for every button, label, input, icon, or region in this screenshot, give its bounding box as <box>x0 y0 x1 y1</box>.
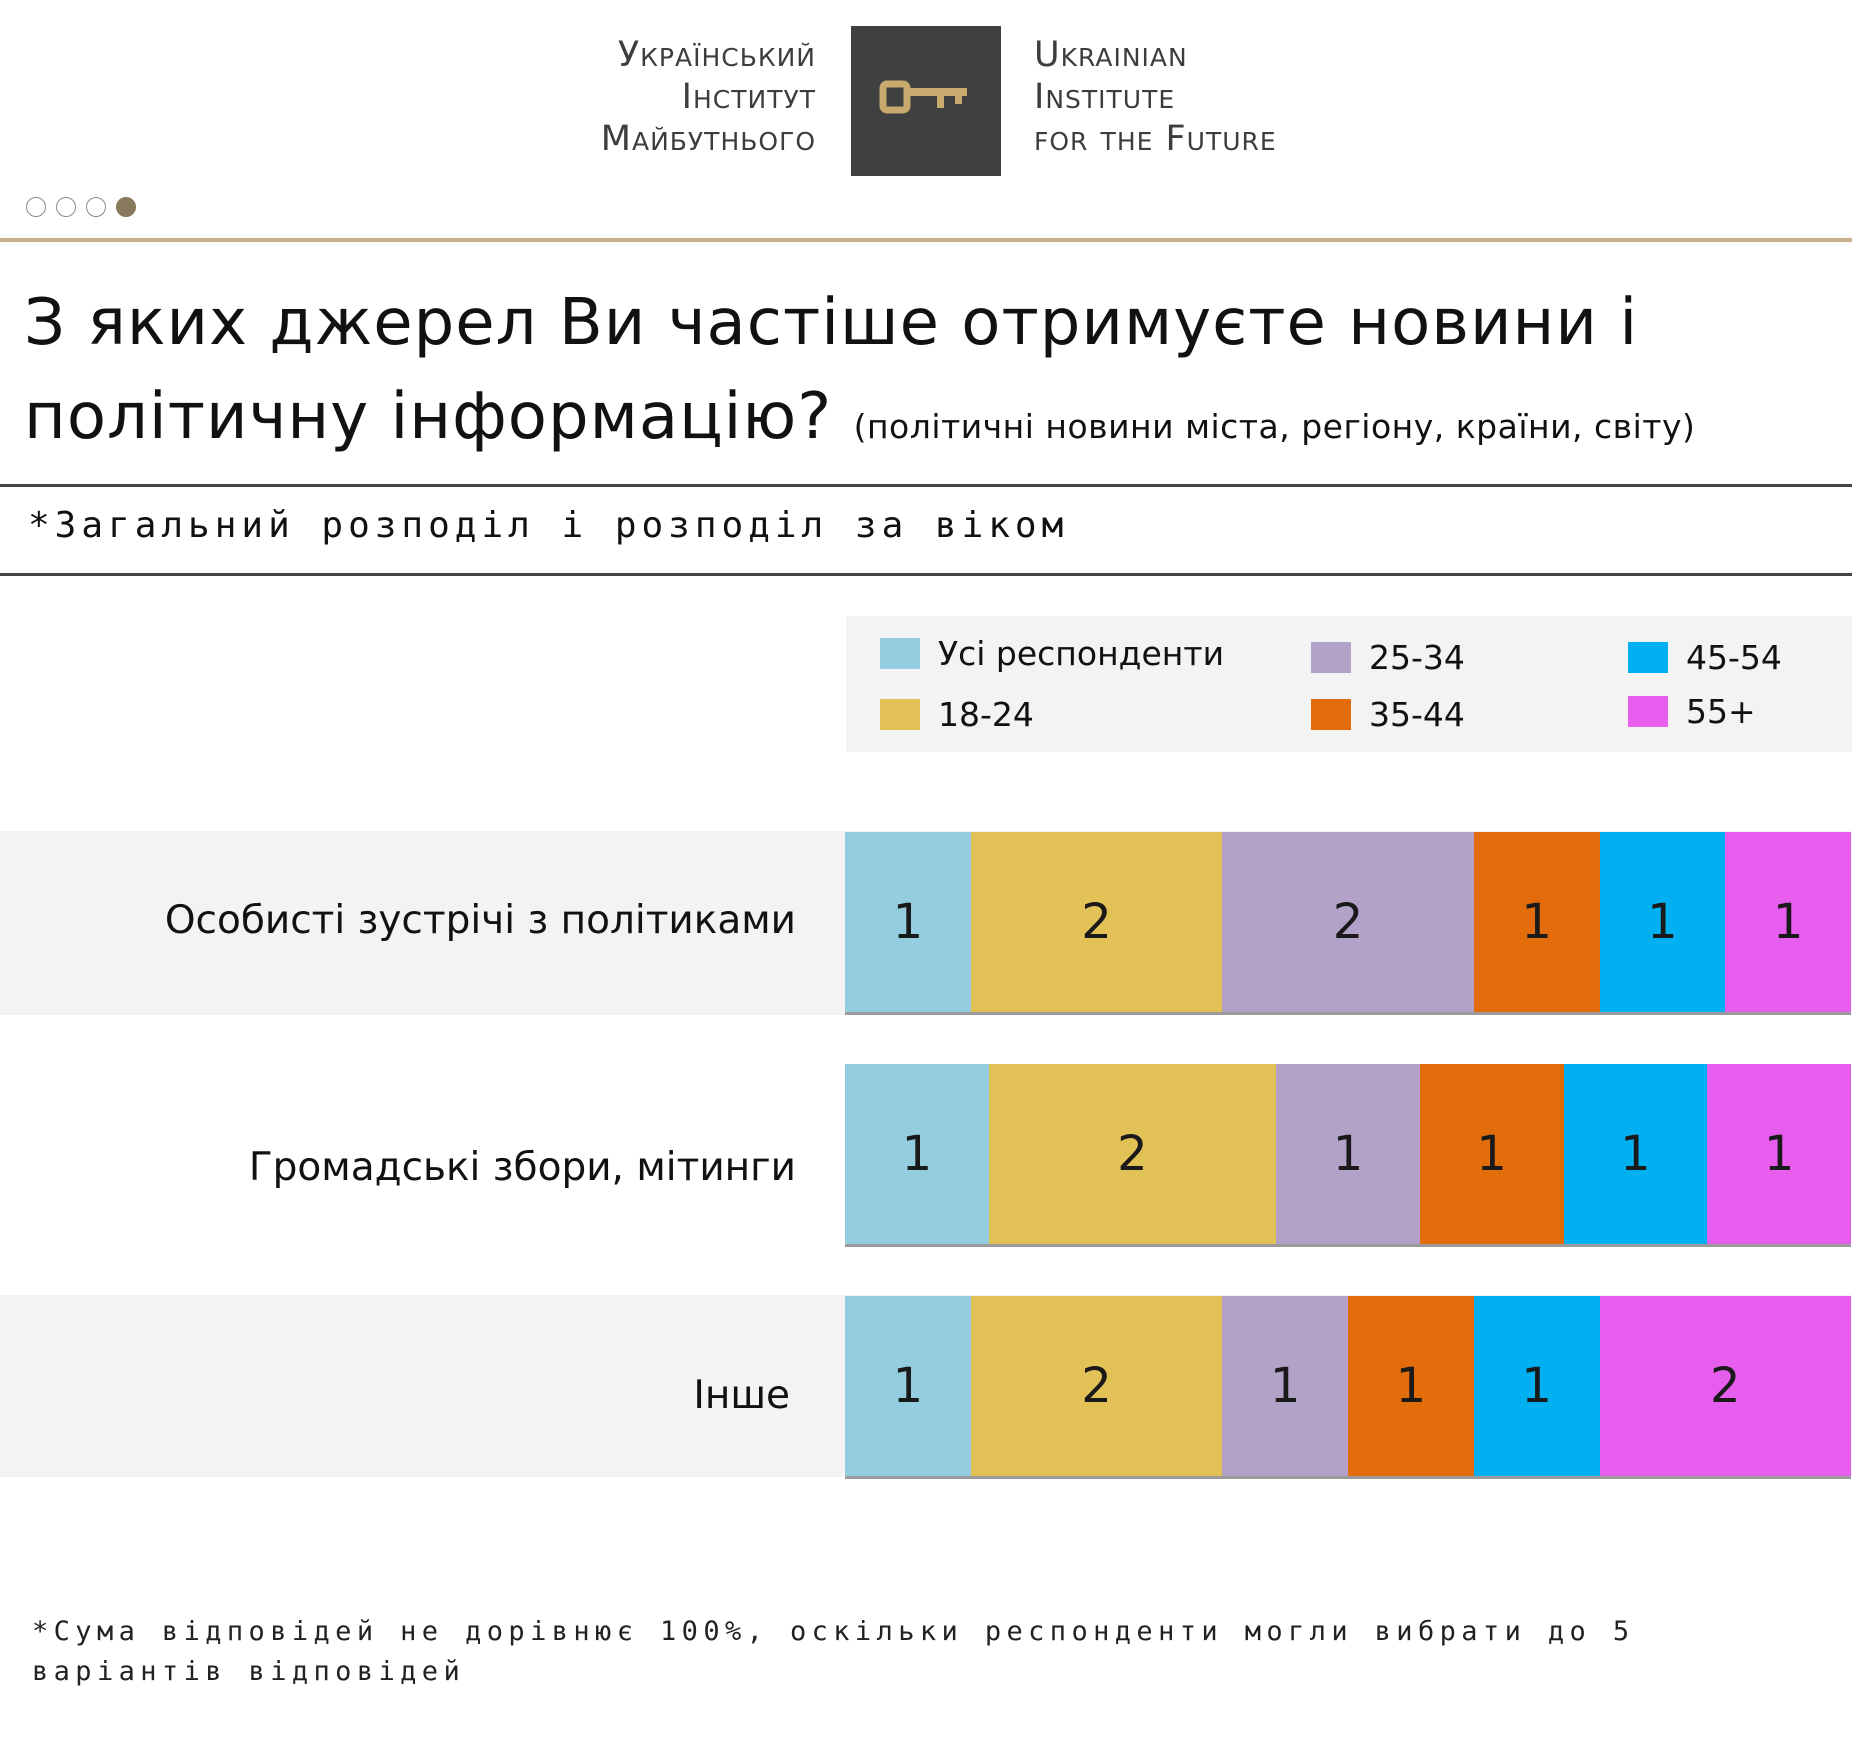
bar-shadow <box>845 1012 1851 1015</box>
bar-value-label: 1 <box>1647 894 1678 950</box>
legend-swatch <box>880 699 920 730</box>
bar-value-label: 1 <box>892 1358 924 1414</box>
logo-ua-line-1: Український <box>617 35 816 75</box>
pager-dot[interactable] <box>56 197 76 217</box>
legend-swatch <box>1311 699 1351 730</box>
bar-value-label: 1 <box>1521 1358 1552 1414</box>
legend-swatch <box>880 638 920 669</box>
bar-segment: 1 <box>1348 1296 1474 1476</box>
logo-english-name: Ukrainian Institute for the Future <box>1034 34 1454 160</box>
logo-en-line-3: for the Future <box>1034 119 1277 159</box>
logo-en-line-1: Ukrainian <box>1034 35 1188 75</box>
title-divider-top <box>0 484 1852 487</box>
legend-item: 25-34 <box>1311 638 1465 677</box>
chart-title: З яких джерел Ви частіше отримуєте новин… <box>24 286 1639 454</box>
category-label: Інше <box>693 1373 790 1418</box>
stacked-bar: 1 2 1 1 1 1 <box>845 1064 1851 1247</box>
bar-segment: 2 <box>988 1064 1277 1244</box>
bar-segment: 1 <box>1473 1296 1600 1476</box>
bar-segment: 1 <box>1473 832 1600 1012</box>
bar-segment: 1 <box>1599 832 1726 1012</box>
bar-segment: 1 <box>1419 1064 1564 1244</box>
bar-segment: 1 <box>1222 1296 1348 1476</box>
bar-value-label: 2 <box>1709 1358 1741 1414</box>
legend-label: 18-24 <box>938 695 1034 734</box>
logo-ua-line-2: Інститут <box>681 77 816 117</box>
bar-shadow <box>845 1244 1851 1247</box>
bar-segment: 2 <box>1222 832 1474 1012</box>
legend-item: 18-24 <box>880 695 1034 734</box>
bar-segment: 1 <box>1563 1064 1708 1244</box>
slide-pager <box>26 197 136 217</box>
bar-value-label: 1 <box>1620 1126 1651 1182</box>
bar-value-label: 1 <box>1772 894 1804 950</box>
legend-item: 45-54 <box>1628 638 1782 677</box>
bar-value-label: 1 <box>1395 1358 1427 1414</box>
legend-label: 55+ <box>1686 692 1756 731</box>
category-label: Особисті зустрічі з політиками <box>164 898 796 943</box>
bar-value-label: 1 <box>1332 1126 1364 1182</box>
bar-value-label: 2 <box>1117 1126 1148 1182</box>
pager-dot[interactable] <box>86 197 106 217</box>
legend-swatch <box>1628 642 1668 673</box>
title-divider-bottom <box>0 573 1852 576</box>
pager-dot-active[interactable] <box>116 197 136 217</box>
legend-swatch <box>1311 642 1351 673</box>
bar-segment: 1 <box>845 1064 989 1244</box>
stacked-bar: 1 2 1 1 1 2 <box>845 1296 1851 1479</box>
bar-segment: 1 <box>845 832 971 1012</box>
chart-title-subnote: (політичні новини міста, регіону, країни… <box>853 407 1696 446</box>
chart-title-block: З яких джерел Ви частіше отримуєте новин… <box>24 276 1834 474</box>
chart-subtitle: *Загальний розподіл і розподіл за віком <box>28 505 1069 546</box>
legend-item: Усі респонденти <box>880 634 1224 673</box>
legend-label: Усі респонденти <box>938 634 1225 673</box>
legend-item: 35-44 <box>1311 695 1465 734</box>
bar-segment: 1 <box>1276 1064 1420 1244</box>
logo-ukrainian-name: Український Інститут Майбутнього <box>420 34 816 160</box>
legend-label: 45-54 <box>1686 638 1782 677</box>
bar-segment: 1 <box>1707 1064 1851 1244</box>
bar-segment: 2 <box>970 832 1223 1012</box>
bar-value-label: 1 <box>1521 894 1552 950</box>
key-icon <box>879 80 967 114</box>
header-divider <box>0 238 1852 242</box>
bar-segment: 1 <box>1725 832 1851 1012</box>
bar-value-label: 2 <box>1081 1358 1112 1414</box>
bar-segment: 2 <box>1599 1296 1851 1476</box>
bar-value-label: 2 <box>1081 894 1112 950</box>
legend-label: 25-34 <box>1369 638 1465 677</box>
logo-en-line-2: Institute <box>1034 77 1176 117</box>
chart-legend: Усі респонденти 18-24 25-34 35-44 45-54 … <box>846 616 1852 752</box>
bar-value-label: 1 <box>892 894 924 950</box>
bar-segment: 1 <box>845 1296 971 1476</box>
pager-dot[interactable] <box>26 197 46 217</box>
category-label: Громадські збори, мітинги <box>248 1145 796 1190</box>
stacked-bar: 1 2 2 1 1 1 <box>845 832 1851 1015</box>
legend-swatch <box>1628 696 1668 727</box>
bar-shadow <box>845 1476 1851 1479</box>
bar-value-label: 2 <box>1332 894 1364 950</box>
bar-value-label: 1 <box>1763 1126 1795 1182</box>
bar-segment: 2 <box>970 1296 1223 1476</box>
logo-key-box <box>851 26 1001 176</box>
footnote: *Сума відповідей не дорівнює 100%, оскіл… <box>32 1616 1635 1687</box>
bar-value-label: 1 <box>1476 1126 1507 1182</box>
bar-value-label: 1 <box>1269 1358 1301 1414</box>
legend-item: 55+ <box>1628 692 1756 731</box>
legend-label: 35-44 <box>1369 695 1465 734</box>
bar-value-label: 1 <box>901 1126 933 1182</box>
logo-ua-line-3: Майбутнього <box>600 119 816 159</box>
